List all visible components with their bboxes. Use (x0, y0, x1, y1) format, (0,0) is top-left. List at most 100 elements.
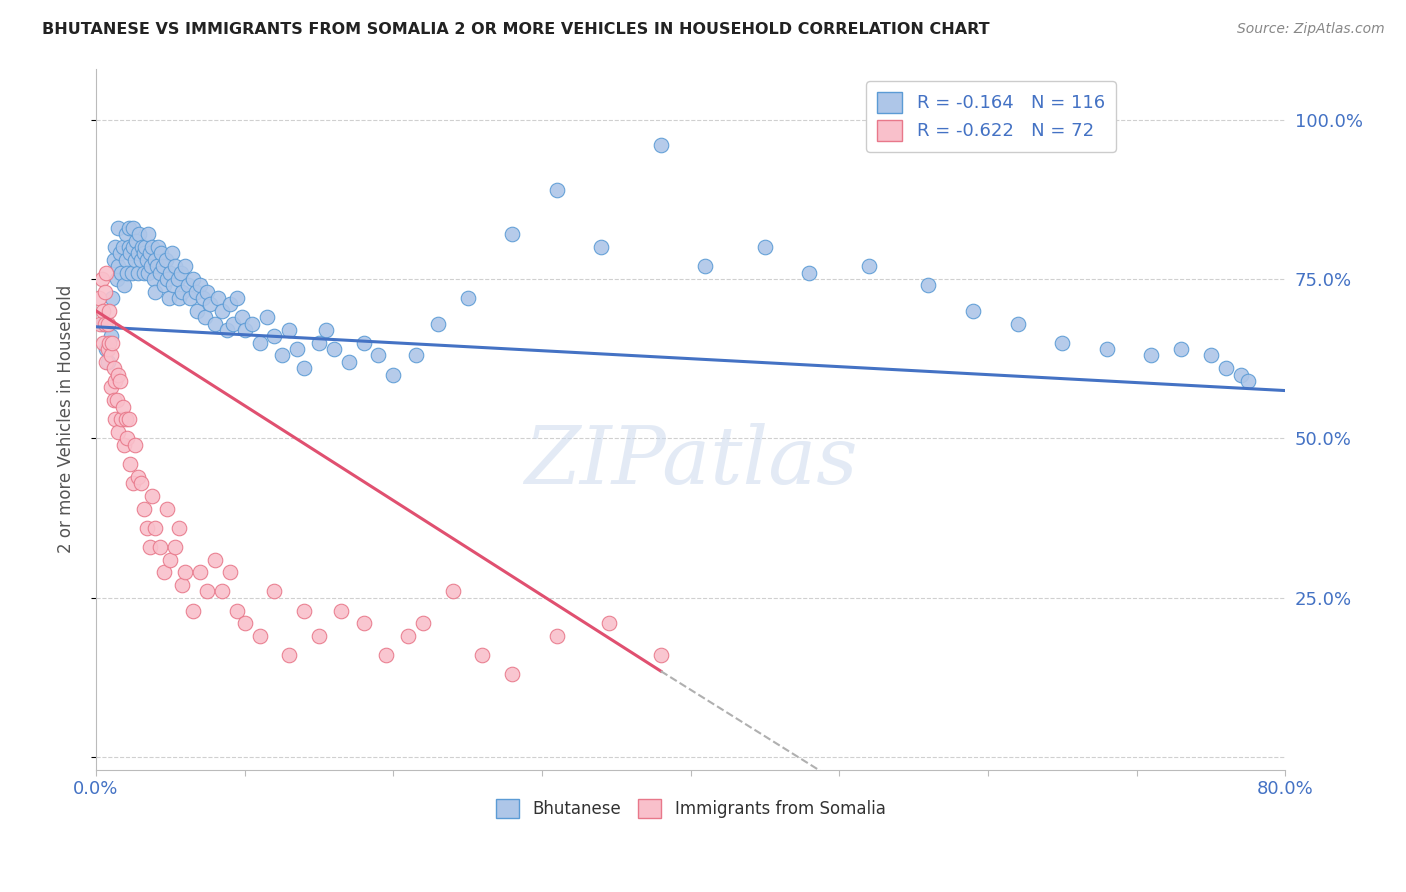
Point (101, 335, 124, 350)
Point (89, 317, 111, 331)
Point (122, 221, 145, 235)
Point (308, 629, 330, 643)
Point (118, 240, 141, 254)
Point (128, 227, 150, 242)
Point (233, 616, 256, 631)
Point (170, 266, 193, 280)
Text: Source: ZipAtlas.com: Source: ZipAtlas.com (1237, 22, 1385, 37)
Point (204, 552, 226, 566)
Point (87, 291, 110, 305)
Point (172, 578, 194, 592)
Point (1007, 317, 1029, 331)
Point (145, 252, 167, 267)
Point (100, 329, 122, 343)
Point (1170, 342, 1192, 356)
Point (118, 412, 141, 426)
Point (153, 566, 176, 580)
Point (1050, 335, 1073, 350)
Point (135, 252, 157, 267)
Point (695, 259, 717, 273)
Point (141, 240, 163, 254)
Point (159, 552, 181, 566)
Point (138, 246, 160, 260)
Point (285, 342, 308, 356)
Point (172, 285, 194, 299)
Point (108, 374, 131, 388)
Point (94, 317, 117, 331)
Point (131, 240, 153, 254)
Point (129, 476, 152, 491)
Point (167, 291, 190, 305)
Point (200, 297, 222, 311)
Point (96, 342, 118, 356)
Point (546, 629, 568, 643)
Point (501, 227, 523, 242)
Point (145, 285, 167, 299)
Point (160, 246, 183, 260)
Point (125, 234, 148, 248)
Point (1140, 349, 1163, 363)
Point (353, 616, 375, 631)
Point (962, 303, 984, 318)
Point (917, 278, 939, 293)
Point (591, 240, 613, 254)
Point (184, 285, 207, 299)
Point (193, 310, 215, 325)
Point (134, 240, 156, 254)
Point (226, 291, 249, 305)
Point (315, 323, 337, 337)
Point (191, 291, 214, 305)
Point (98, 335, 121, 350)
Point (215, 323, 238, 337)
Point (124, 252, 146, 267)
Point (115, 431, 138, 445)
Point (167, 521, 190, 535)
Point (100, 349, 122, 363)
Point (218, 566, 240, 580)
Point (1095, 342, 1118, 356)
Point (650, 648, 672, 663)
Point (441, 584, 464, 599)
Point (396, 629, 419, 643)
Point (107, 221, 129, 235)
Point (292, 361, 315, 376)
Point (103, 252, 125, 267)
Point (136, 266, 159, 280)
Point (204, 317, 226, 331)
Point (471, 648, 494, 663)
Point (650, 138, 672, 153)
Point (174, 259, 197, 273)
Point (122, 240, 145, 254)
Point (110, 266, 132, 280)
Text: ZIPatlas: ZIPatlas (524, 423, 858, 500)
Point (218, 297, 240, 311)
Point (155, 252, 177, 267)
Point (141, 489, 163, 503)
Point (1237, 374, 1260, 388)
Point (143, 272, 166, 286)
Point (112, 278, 135, 293)
Point (127, 266, 149, 280)
Point (96, 355, 118, 369)
Point (122, 476, 145, 491)
Point (121, 266, 143, 280)
Point (231, 310, 253, 325)
Point (114, 252, 136, 267)
Point (1215, 361, 1237, 376)
Point (146, 259, 169, 273)
Point (308, 335, 330, 350)
Point (111, 240, 134, 254)
Point (145, 521, 167, 535)
Point (457, 291, 479, 305)
Point (1199, 349, 1222, 363)
Point (322, 342, 344, 356)
Point (159, 266, 181, 280)
Point (156, 501, 179, 516)
Text: BHUTANESE VS IMMIGRANTS FROM SOMALIA 2 OR MORE VEHICLES IN HOUSEHOLD CORRELATION: BHUTANESE VS IMMIGRANTS FROM SOMALIA 2 O… (42, 22, 990, 37)
Point (181, 272, 204, 286)
Point (337, 355, 360, 369)
Point (105, 272, 128, 286)
Point (598, 616, 620, 631)
Point (108, 246, 131, 260)
Point (501, 667, 523, 681)
